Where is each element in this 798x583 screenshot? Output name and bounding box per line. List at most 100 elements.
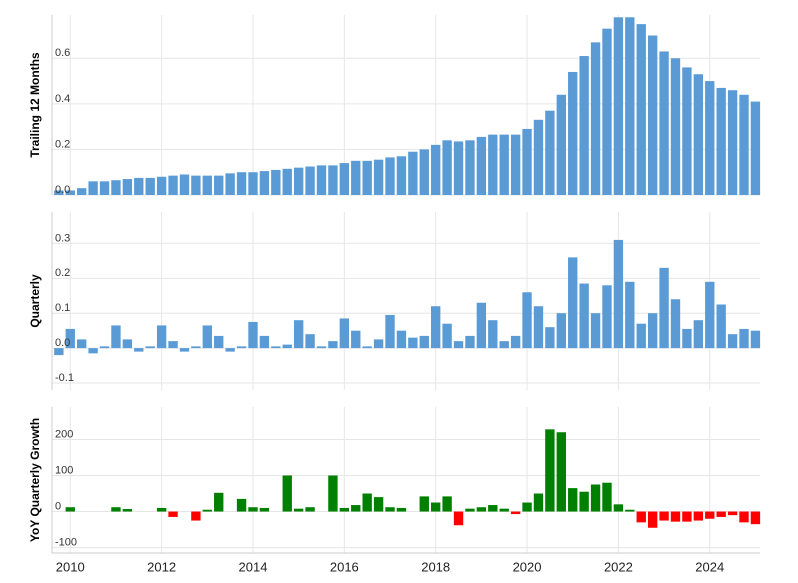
bar [419, 335, 429, 349]
bar [636, 24, 646, 196]
bar [579, 56, 589, 195]
bar [282, 344, 292, 349]
bar [727, 511, 738, 516]
y-tick-label: 0.2 [55, 267, 70, 279]
bar [636, 511, 646, 523]
bar [214, 175, 224, 195]
bar [156, 507, 167, 512]
bar [716, 511, 726, 517]
bar [533, 306, 544, 349]
bar [54, 348, 64, 356]
bar [522, 502, 532, 512]
y-tick-label: 0.0 [55, 337, 70, 349]
bar [499, 508, 509, 512]
bar [328, 165, 338, 195]
bar [156, 176, 167, 195]
bar [522, 292, 532, 349]
bar [202, 175, 212, 195]
bar [248, 172, 258, 195]
bar [590, 313, 601, 349]
bar [65, 328, 75, 349]
bar [739, 94, 749, 195]
bar [351, 330, 361, 349]
bar [442, 496, 452, 512]
bar [705, 81, 715, 195]
bar [465, 508, 475, 512]
bar [396, 330, 407, 349]
x-tick-label: 2016 [330, 559, 359, 574]
bar [259, 507, 270, 512]
bar [202, 509, 212, 512]
bar [362, 160, 372, 195]
y-tick-label: 0.6 [55, 47, 70, 59]
bar [385, 314, 395, 349]
bar [191, 346, 201, 349]
bar [453, 511, 464, 526]
bar [693, 320, 704, 349]
bar [568, 257, 578, 349]
bar [282, 168, 292, 195]
bar [670, 511, 681, 522]
bar [145, 177, 155, 195]
bar [670, 299, 681, 349]
bar [716, 304, 726, 349]
bar [385, 157, 395, 195]
bar [202, 325, 212, 349]
bar [705, 281, 715, 349]
bar [465, 140, 475, 195]
bar [693, 74, 704, 195]
bar [590, 484, 601, 512]
bar [225, 173, 235, 195]
y-tick-label: 0 [55, 500, 61, 512]
bar [419, 149, 429, 195]
bar [613, 17, 624, 196]
bar [339, 507, 350, 512]
bar [568, 71, 578, 195]
bar [408, 337, 418, 349]
bar [168, 175, 178, 195]
bar [408, 151, 418, 195]
bar [351, 160, 361, 195]
bar [145, 346, 155, 349]
bar [373, 497, 384, 512]
y-tick-label: 100 [55, 464, 73, 476]
bar [739, 511, 749, 523]
bar [236, 498, 247, 512]
bar [54, 190, 64, 195]
bar [111, 180, 121, 195]
bar [510, 335, 521, 349]
bar [682, 511, 692, 522]
bar [316, 165, 327, 195]
bar [77, 339, 87, 349]
y-tick-label: 200 [55, 428, 73, 440]
bar [191, 511, 201, 521]
y-tick-label: 0.2 [55, 138, 70, 150]
bar [488, 320, 498, 349]
bar [602, 28, 612, 196]
y-tick-label: 0.4 [55, 93, 70, 105]
bar [351, 505, 361, 512]
y-tick-label: 0.0 [55, 184, 70, 196]
bar [122, 339, 133, 349]
bar [248, 321, 258, 349]
x-tick-label: 2022 [604, 559, 633, 574]
bar [556, 432, 566, 512]
bar [179, 174, 190, 195]
bar [488, 505, 498, 512]
bar [156, 325, 167, 349]
bar [533, 119, 544, 195]
bar [659, 267, 669, 349]
bar [305, 507, 315, 512]
bar [556, 313, 566, 349]
bar [385, 507, 395, 512]
bar [670, 58, 681, 195]
bar [647, 35, 658, 195]
bar [396, 156, 407, 195]
bar [259, 335, 270, 349]
bar [88, 348, 98, 354]
bar [750, 330, 761, 349]
bar [111, 325, 121, 349]
bar [590, 42, 601, 196]
y-axis-label: Trailing 12 Months [28, 52, 42, 158]
x-tick-label: 2014 [239, 559, 268, 574]
